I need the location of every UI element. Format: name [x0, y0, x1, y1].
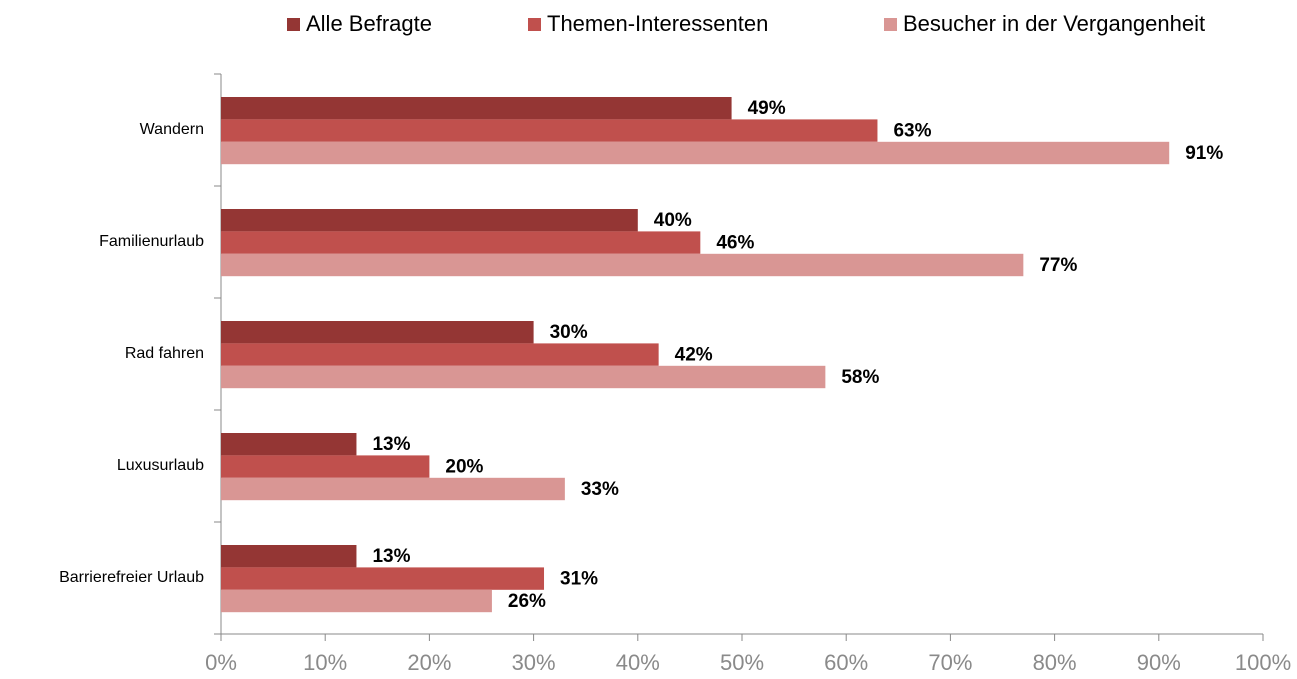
- data-label: 40%: [654, 210, 692, 231]
- y-tick-label: Familienurlaub: [99, 233, 204, 250]
- data-label: 31%: [560, 569, 598, 590]
- y-tick-label: Rad fahren: [125, 345, 204, 362]
- bar: [221, 321, 534, 344]
- data-label: 63%: [893, 121, 931, 142]
- x-tick-label: 70%: [928, 650, 972, 675]
- y-tick-label: Luxusurlaub: [117, 457, 204, 474]
- bar: [221, 455, 430, 478]
- data-label: 30%: [550, 322, 588, 343]
- legend-swatch: [528, 18, 541, 31]
- bar: [221, 477, 565, 501]
- legend-swatch: [287, 18, 300, 31]
- bar: [221, 343, 659, 366]
- data-label: 20%: [445, 457, 483, 478]
- x-tick-label: 40%: [616, 650, 660, 675]
- x-tick-label: 50%: [720, 650, 764, 675]
- legend-swatch: [884, 18, 897, 31]
- x-tick-label: 90%: [1137, 650, 1181, 675]
- bar: [221, 97, 732, 120]
- bar: [221, 545, 357, 568]
- legend-label: Besucher in der Vergangenheit: [903, 11, 1205, 36]
- bar: [221, 209, 638, 232]
- bar: [221, 433, 357, 456]
- bar: [221, 231, 701, 254]
- data-label: 58%: [841, 367, 879, 388]
- data-label: 33%: [581, 479, 619, 500]
- y-tick-label: Wandern: [140, 121, 204, 138]
- x-tick-label: 60%: [824, 650, 868, 675]
- legend-label: Alle Befragte: [306, 11, 432, 36]
- x-tick-label: 10%: [303, 650, 347, 675]
- legend-label: Themen-Interessenten: [547, 11, 768, 36]
- bar: [221, 567, 545, 590]
- bar: [221, 119, 878, 142]
- x-tick-label: 30%: [512, 650, 556, 675]
- bar: [221, 253, 1024, 277]
- data-label: 91%: [1185, 143, 1223, 164]
- data-label: 13%: [372, 546, 410, 567]
- data-label: 77%: [1039, 255, 1077, 276]
- bar: [221, 141, 1170, 165]
- data-label: 26%: [508, 591, 546, 612]
- data-label: 46%: [716, 233, 754, 254]
- x-tick-label: 0%: [205, 650, 237, 675]
- bar: [221, 365, 826, 389]
- x-tick-label: 80%: [1033, 650, 1077, 675]
- data-label: 13%: [372, 434, 410, 455]
- x-tick-label: 100%: [1235, 650, 1291, 675]
- y-tick-label: Barrierefreier Urlaub: [59, 569, 204, 586]
- x-tick-label: 20%: [407, 650, 451, 675]
- data-label: 42%: [675, 345, 713, 366]
- bar: [221, 589, 492, 613]
- data-label: 49%: [748, 98, 786, 119]
